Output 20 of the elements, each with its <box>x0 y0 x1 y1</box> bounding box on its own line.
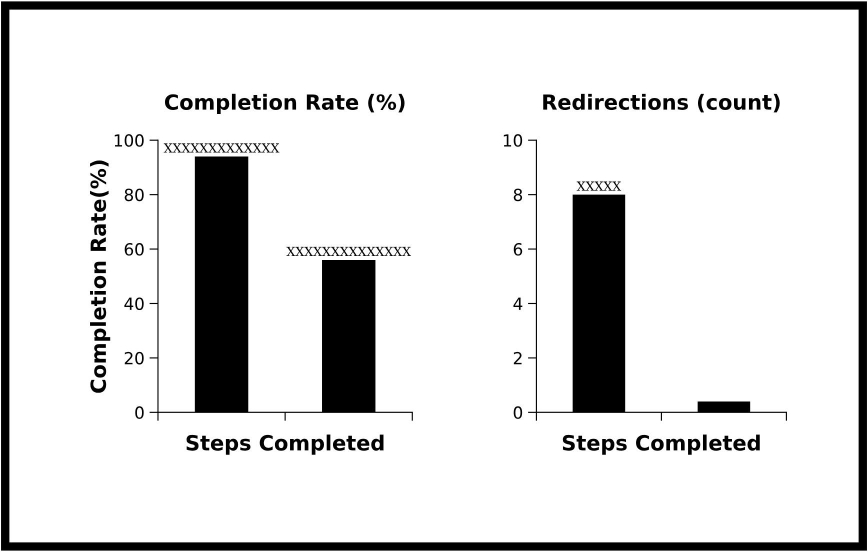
x-axis-title: Steps Completed <box>186 434 384 455</box>
y-tick-label: 10 <box>504 134 522 147</box>
y-tick-label: 20 <box>124 352 144 364</box>
annotation: XXXXXXXXXXXXX <box>164 143 280 153</box>
chart-title: Redirections (count) <box>543 94 780 112</box>
y-tick-label: 0 <box>135 406 144 419</box>
y-axis-title: Completion Rate(%) <box>90 160 110 393</box>
y-tick-label: 2 <box>514 352 522 364</box>
y-tick-label: 0 <box>514 406 522 419</box>
y-tick-label: 100 <box>114 134 144 147</box>
y-tick-label: 40 <box>124 297 144 310</box>
annotation: XXXXXXXXXXXXXX <box>286 246 411 256</box>
y-tick-label: 4 <box>513 298 522 310</box>
y-tick-label: 60 <box>124 243 144 256</box>
y-tick-label: 6 <box>514 243 522 256</box>
y-tick-label: 8 <box>514 188 522 202</box>
x-axis-title: Steps Completed <box>562 434 760 455</box>
y-tick-label: 80 <box>124 188 144 202</box>
annotation: XXXXX <box>576 182 622 191</box>
chart-title: Completion Rate (%) <box>165 94 405 114</box>
